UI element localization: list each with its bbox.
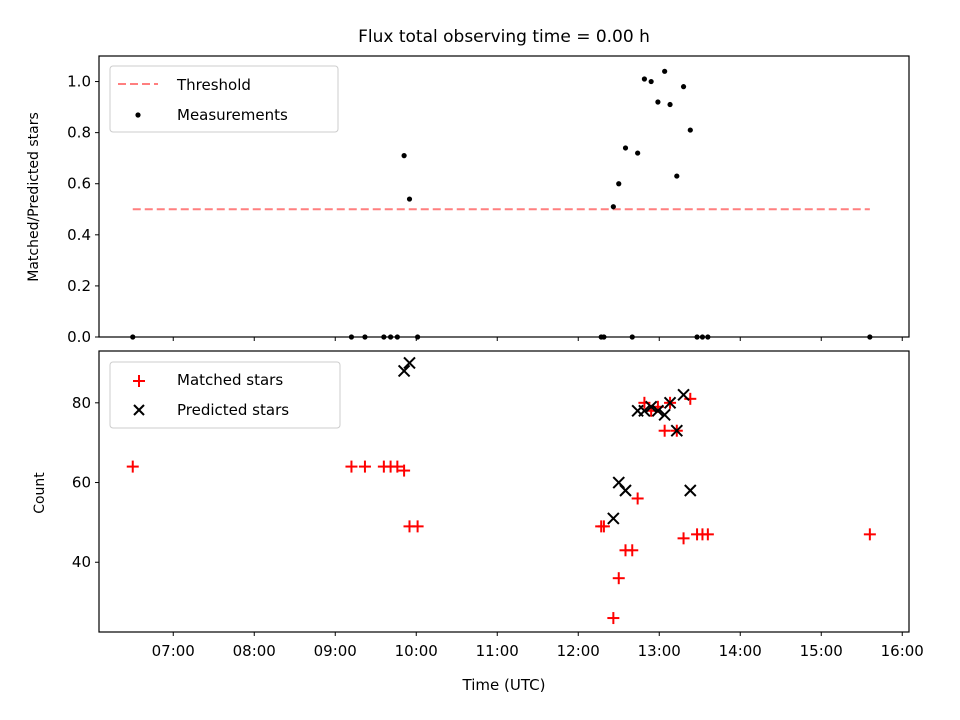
measurement-point — [667, 101, 673, 108]
matched-star-point — [677, 532, 690, 545]
measurement-point — [648, 78, 654, 85]
bottom-series-layer — [126, 356, 876, 625]
top-y-tick-label: 1.0 — [67, 73, 91, 91]
x-axis-label: Time (UTC) — [462, 676, 546, 694]
bottom-x-tick-label: 15:00 — [800, 642, 843, 660]
measurement-point — [680, 84, 687, 90]
matched-star-point — [612, 572, 625, 585]
bottom-y-tick-label: 40 — [72, 553, 91, 571]
legend-predicted-label: Predicted stars — [177, 401, 289, 419]
bottom-y-axis-label: Count — [32, 472, 48, 514]
legend-predicted-swatch — [133, 404, 145, 416]
top-y-tick-label: 0.4 — [67, 226, 91, 244]
matched-star-point — [863, 528, 876, 541]
bottom-x-tick-label: 16:00 — [881, 642, 924, 660]
top-legend-box — [109, 65, 339, 133]
bottom-legend: Matched stars Predicted stars — [109, 361, 341, 429]
top-y-tick-label: 0.2 — [67, 277, 91, 295]
measurement-point — [406, 196, 413, 202]
bottom-x-tick-label: 12:00 — [557, 642, 600, 660]
predicted-star-point — [619, 484, 632, 497]
top-y-tick-label: 0.6 — [67, 175, 91, 193]
measurement-point — [641, 76, 648, 82]
bottom-y-tick-label: 80 — [72, 394, 91, 412]
matched-star-point — [631, 492, 644, 505]
measurement-point — [610, 204, 616, 210]
matched-star-point — [126, 460, 139, 473]
top-series-layer — [130, 68, 873, 340]
predicted-star-point — [684, 484, 697, 497]
measurement-point — [616, 181, 622, 187]
bottom-legend-box — [109, 361, 341, 429]
bottom-x-tick-label: 10:00 — [395, 642, 438, 660]
bottom-x-tick-label: 11:00 — [476, 642, 519, 660]
matched-star-point — [345, 460, 358, 473]
predicted-star-point — [651, 404, 665, 417]
matched-star-point — [597, 520, 610, 533]
legend-measurements-swatch — [135, 112, 141, 118]
predicted-star-point — [638, 404, 651, 417]
matched-star-point — [358, 460, 371, 473]
legend-matched-swatch — [133, 375, 145, 387]
bottom-x-tick-label: 08:00 — [233, 642, 276, 660]
top-y-ticks: 0.0 0.2 0.4 0.6 0.8 1.0 — [67, 73, 99, 346]
measurement-point — [635, 150, 641, 156]
top-plot-frame — [98, 55, 910, 338]
top-legend: Threshold Measurements — [109, 65, 339, 133]
matched-star-point — [701, 528, 714, 541]
predicted-star-point — [403, 356, 416, 370]
bottom-x-tick-label: 09:00 — [314, 642, 357, 660]
predicted-star-point — [607, 512, 620, 525]
bottom-y-tick-label: 60 — [72, 474, 91, 492]
measurement-point — [662, 68, 668, 74]
predicted-star-point — [663, 396, 677, 410]
top-y-axis-label: Matched/Predicted stars — [26, 112, 42, 282]
top-panel: Flux total observing time = 0.00 h Match… — [26, 27, 910, 346]
bottom-x-ticks: 07:00 08:00 09:00 10:00 11:00 12:00 13:00 14:00… — [152, 632, 924, 660]
top-x-ticks — [172, 337, 903, 341]
predicted-star-point — [644, 400, 658, 414]
matched-star-point — [684, 392, 697, 405]
matched-star-point — [398, 464, 411, 477]
matched-star-point — [607, 612, 620, 625]
top-y-tick-label: 0.8 — [67, 124, 91, 142]
predicted-star-point — [677, 388, 690, 402]
measurement-point — [401, 153, 407, 159]
measurement-point — [687, 127, 693, 133]
bottom-x-tick-label: 14:00 — [719, 642, 762, 660]
predicted-star-point — [670, 424, 684, 437]
bottom-x-tick-label: 07:00 — [152, 642, 195, 660]
legend-threshold-label: Threshold — [176, 76, 251, 94]
measurement-point — [655, 99, 661, 105]
predicted-star-point — [658, 408, 671, 421]
bottom-x-tick-label: 13:00 — [638, 642, 681, 660]
bottom-plot-frame — [98, 350, 910, 633]
bottom-panel: Count Time (UTC) 40 60 80 07:00 08:00 09:00 1… — [32, 350, 924, 694]
legend-matched-label: Matched stars — [177, 371, 283, 389]
measurement-point — [622, 145, 629, 151]
legend-measurements-label: Measurements — [177, 106, 288, 124]
matched-star-point — [626, 544, 639, 557]
predicted-star-point — [397, 364, 411, 378]
matched-star-point — [391, 460, 404, 473]
measurement-point — [674, 173, 680, 179]
matched-star-point — [411, 520, 424, 533]
chart-title: Flux total observing time = 0.00 h — [358, 27, 650, 47]
bottom-y-ticks: 40 60 80 — [72, 394, 99, 571]
matched-star-point — [658, 424, 671, 437]
top-y-tick-label: 0.0 — [67, 328, 91, 346]
